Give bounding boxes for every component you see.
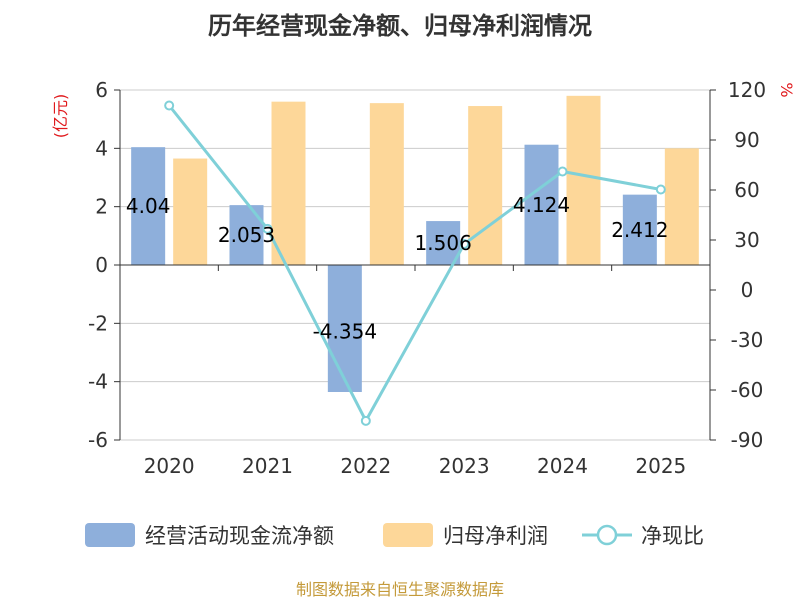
right-tick-label: -90 — [731, 428, 764, 452]
bar-value-label: 4.124 — [513, 193, 570, 217]
ratio-point — [164, 100, 175, 111]
source-note: 制图数据来自恒生聚源数据库 — [296, 580, 504, 599]
left-tick-label: -2 — [88, 311, 108, 335]
left-axis-unit: (亿元) — [51, 94, 70, 139]
legend-swatch-net-profit — [383, 523, 433, 547]
bar-cashflow — [327, 265, 362, 392]
bar-cashflow — [524, 144, 559, 265]
legend-label-cashflow: 经营活动现金流净额 — [145, 524, 334, 548]
ratio-line-path — [167, 104, 662, 425]
ratio-point — [360, 415, 371, 426]
ratio-point — [262, 223, 273, 234]
left-tick-label: 6 — [95, 78, 108, 102]
right-tick-label: -30 — [731, 328, 764, 352]
right-tick-label: 120 — [728, 78, 766, 102]
bar-cashflow — [426, 221, 461, 265]
chart-title: 历年经营现金净额、归母净利润情况 — [208, 12, 592, 40]
bar-cashflow — [131, 147, 166, 265]
ratio-point — [655, 184, 666, 195]
x-tick-label: 2023 — [439, 454, 490, 478]
bar-cashflow — [622, 194, 657, 265]
bar-value-label: 2.053 — [218, 223, 275, 247]
bar-net-profit — [468, 106, 503, 266]
bar-net-profit — [664, 148, 699, 265]
legend: 经营活动现金流净额 归母净利润 净现比 — [85, 523, 704, 548]
right-tick-label: 0 — [741, 278, 754, 302]
x-tick-label: 2021 — [242, 454, 293, 478]
left-tick-label: -4 — [88, 370, 108, 394]
left-tick-label: 0 — [95, 253, 108, 277]
ratio-line — [164, 100, 666, 426]
bar-net-profit — [369, 103, 404, 265]
legend-swatch-cashflow — [85, 523, 135, 547]
right-axis-unit: % — [777, 82, 796, 97]
legend-label-net-profit: 归母净利润 — [443, 524, 548, 548]
legend-marker-ratio — [596, 524, 618, 546]
left-tick-label: 2 — [95, 195, 108, 219]
bar-net-profit — [271, 101, 306, 266]
left-tick-label: -6 — [88, 428, 108, 452]
data-labels: 4.04 2.053 -4.354 1.506 4.124 2.412 — [126, 193, 669, 344]
right-tick-label: 60 — [734, 178, 759, 202]
x-tick-label: 2020 — [144, 454, 195, 478]
legend-label-ratio: 净现比 — [641, 524, 704, 548]
ratio-point — [557, 166, 568, 177]
bar-value-label: 1.506 — [415, 231, 472, 255]
bar-value-label: -4.354 — [313, 319, 377, 343]
right-tick-label: 90 — [734, 128, 759, 152]
bar-net-profit — [173, 158, 208, 265]
x-tick-label: 2024 — [537, 454, 588, 478]
axes — [114, 89, 716, 441]
right-tick-label: -60 — [731, 378, 764, 402]
right-tick-label: 30 — [734, 228, 759, 252]
bar-value-label: 2.412 — [611, 218, 668, 242]
tick-labels: 6 4 2 0 -2 -4 -6 120 90 60 30 0 -30 -60 -90 2020 2021 202… — [88, 78, 766, 478]
x-tick-label: 2025 — [635, 454, 686, 478]
left-tick-label: 4 — [95, 136, 108, 160]
bar-value-label: 4.04 — [126, 194, 171, 218]
ratio-point — [459, 239, 470, 249]
x-tick-label: 2022 — [340, 454, 391, 478]
bar-net-profit — [566, 95, 601, 265]
